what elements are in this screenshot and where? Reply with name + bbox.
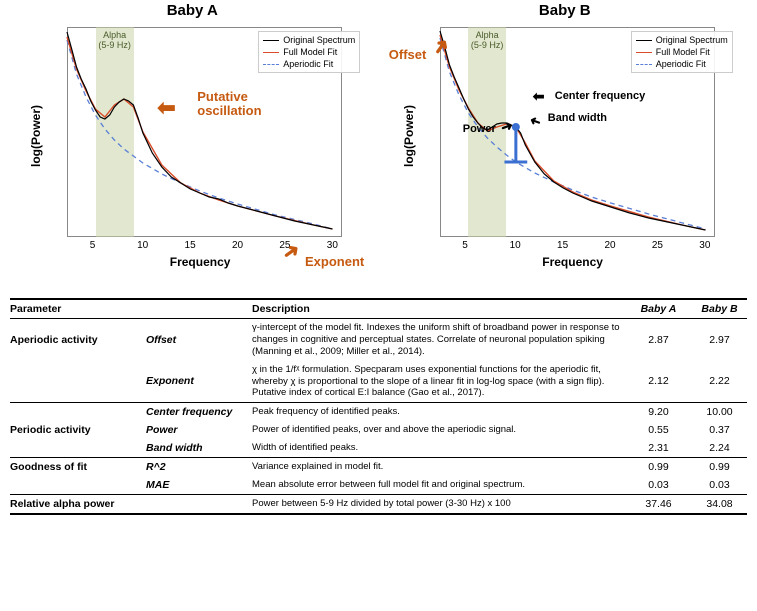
table-row: Periodic activityPowerPower of identifie… — [10, 421, 747, 439]
annot-bandwidth: ➜ Band width — [548, 112, 607, 124]
arrow-left-icon: ⬅ — [157, 96, 175, 120]
col-description: Description — [252, 303, 625, 315]
params-table: Parameter Description Baby A Baby B Aper… — [10, 298, 747, 515]
table-row: Band widthWidth of identified peaks.2.31… — [10, 439, 747, 457]
table-row: Relative alpha powerPower between 5-9 Hz… — [10, 495, 747, 513]
table-row: Exponentχ in the 1/fᵡ formulation. Specp… — [10, 361, 747, 403]
table-body: Aperiodic activityOffsetγ-intercept of t… — [10, 319, 747, 515]
annot-exponent-a: ➜ Exponent — [305, 255, 364, 269]
annot-power: Power ➜ — [463, 123, 496, 135]
table-row: Aperiodic activityOffsetγ-intercept of t… — [10, 319, 747, 361]
arrow-left-icon: ⬅ — [533, 89, 545, 104]
table-row: Center frequencyPeak frequency of identi… — [10, 403, 747, 421]
col-parameter: Parameter — [10, 303, 140, 315]
annot-offset: Offset ➜ — [389, 48, 427, 62]
col-baby-a: Baby A — [631, 303, 686, 315]
table-header: Parameter Description Baby A Baby B — [10, 300, 747, 319]
table-row: MAEMean absolute error between full mode… — [10, 476, 747, 494]
panel-baby-a: Baby A Alpha(5-9 Hz)log(Power)Frequency5… — [12, 2, 372, 292]
col-baby-b: Baby B — [692, 303, 747, 315]
annot-putative-oscillation: ⬅ Putative oscillation — [197, 90, 297, 119]
figure-row: Baby A Alpha(5-9 Hz)log(Power)Frequency5… — [0, 0, 757, 292]
annot-center-frequency: ⬅ Center frequency — [555, 90, 645, 102]
table-row: Goodness of fitR^2Variance explained in … — [10, 458, 747, 476]
panel-baby-b: Baby B Alpha(5-9 Hz)log(Power)Frequency5… — [385, 2, 745, 292]
